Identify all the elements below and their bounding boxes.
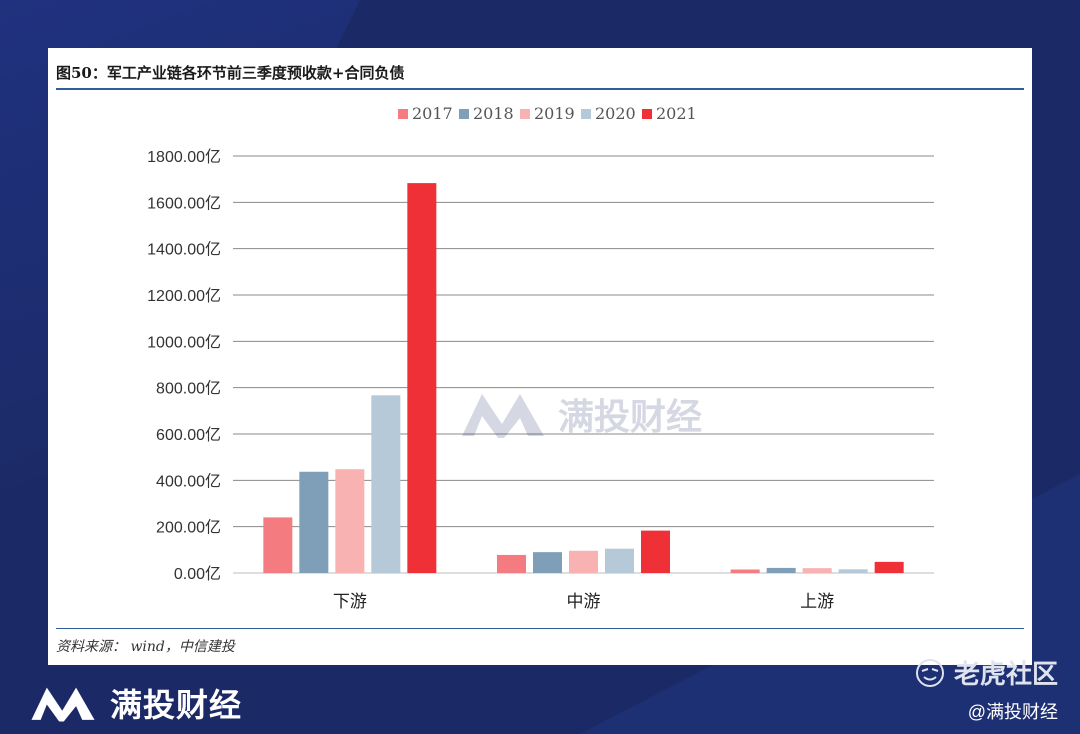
tiger-icon [915,658,944,687]
y-tick-label: 1200.00亿 [147,287,221,305]
chart-card: 图50：军工产业链各环节前三季度预收款+合同负债 0.00亿 200.00亿 400… [48,48,1032,665]
bar [299,471,329,573]
community-text: 老虎社区 [953,659,1058,689]
y-tick-label: 1400.00亿 [147,241,221,259]
brand-m-icon [462,394,544,438]
source-divider [56,628,1024,629]
bar [335,469,365,573]
title-divider [56,88,1024,90]
y-tick-label: 1800.00亿 [147,148,221,166]
y-tick-label: 200.00亿 [156,519,221,537]
source-note: 资料来源： wind，中信建投 [56,639,235,655]
x-category-label: 下游 [333,592,367,612]
bar [533,552,562,573]
bar-chart: 0.00亿 200.00亿 400.00亿 600.00亿 800.00亿 1000.00… [147,104,934,612]
bar [569,550,598,573]
legend-swatch [581,109,591,119]
author-handle: @满投财经 [967,702,1058,722]
community-badge: 老虎社区 [914,654,1058,691]
y-tick-label: 800.00亿 [156,380,221,398]
bar [371,395,401,573]
bar [730,569,760,573]
legend-label: 2021 [656,104,697,123]
bar [874,561,904,573]
legend-label: 2018 [473,104,514,123]
bar [407,183,437,573]
bar [497,554,526,573]
bar [263,517,293,573]
bar [605,548,634,573]
legend-swatch [520,109,530,119]
legend-label: 2020 [595,104,636,123]
footer-brand: 满投财经 [28,680,242,726]
y-tick-label: 1600.00亿 [147,194,221,212]
watermark-text: 满投财经 [558,396,703,437]
footer-brand-text: 满投财经 [110,687,243,723]
legend-swatch [642,109,652,119]
legend-label: 2017 [412,104,453,123]
bar [766,567,796,573]
y-tick-label: 1000.00亿 [147,333,221,351]
y-tick-label: 0.00亿 [174,565,221,583]
chart-title: 图50：军工产业链各环节前三季度预收款+合同负债 [56,64,405,82]
y-tick-label: 400.00亿 [156,472,221,490]
x-category-label: 中游 [567,592,601,612]
x-category-label: 上游 [800,592,834,612]
bar [802,568,832,573]
y-tick-label: 600.00亿 [156,426,221,444]
brand-m-icon [31,687,95,722]
legend-label: 2019 [534,104,575,123]
legend-swatch [459,109,469,119]
bar [838,569,868,573]
bar [641,530,670,573]
legend-swatch [398,109,408,119]
watermark: 满投财经 [458,388,702,440]
